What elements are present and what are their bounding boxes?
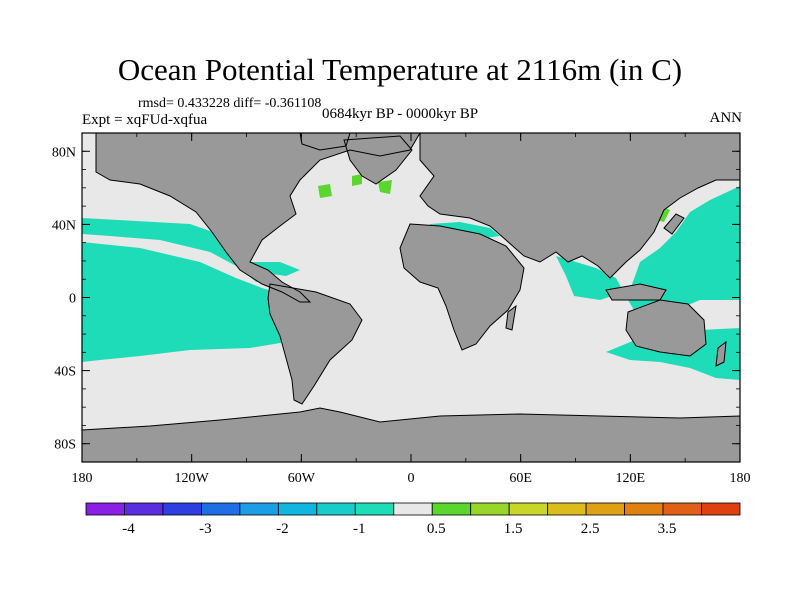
colorbar-swatch	[547, 502, 587, 516]
colorbar-swatch	[316, 502, 356, 516]
maritime-asia-coastline	[605, 283, 667, 301]
stats-line: rmsd= 0.433228 diff= -0.361108	[138, 96, 322, 111]
colorbar-label: -3	[199, 521, 212, 537]
experiment-label: Expt = xqFUd-xqfua	[82, 112, 208, 128]
antarctica	[82, 408, 740, 462]
x-axis: 180 120W 60W 0 60E 120E 180	[72, 133, 751, 486]
y-axis: 80N 40N 0 40S 80S	[52, 132, 740, 463]
colorbar-swatch	[162, 502, 202, 516]
australia	[626, 300, 706, 356]
colorbar: -4 -3 -2 -1 0.5 1.5 2.5 3.5	[85, 502, 741, 537]
x-tick-label: 120W	[175, 471, 210, 486]
colorbar-swatch	[701, 502, 741, 516]
chart-title: Ocean Potential Temperature at 2116m (in…	[117, 52, 683, 87]
colorbar-label: -1	[353, 521, 366, 537]
new-zealand-coastline	[715, 340, 727, 367]
colorbar-swatch	[85, 502, 125, 516]
japan	[664, 214, 684, 234]
madagascar-coastline	[505, 304, 517, 331]
north-america	[96, 133, 420, 302]
eurasia	[420, 133, 740, 278]
eurasia-coastline	[419, 133, 740, 279]
x-tick-label: 0	[408, 471, 415, 486]
y-tick-label: 40N	[52, 218, 76, 233]
nordic-green	[378, 180, 392, 194]
south-america	[268, 284, 362, 404]
x-tick-label: 180	[730, 471, 751, 486]
x-tick-label: 180	[72, 471, 93, 486]
north-america-coastline	[95, 133, 421, 303]
caribbean-cyan	[246, 262, 300, 276]
labrador-sea-green	[318, 184, 332, 198]
colorbar-label: -4	[122, 521, 135, 537]
africa-coastline	[399, 223, 525, 351]
y-tick-label: 80N	[52, 145, 76, 160]
colorbar-swatch	[470, 502, 510, 516]
colorbar-swatch	[124, 502, 164, 516]
australia-coastline	[625, 299, 707, 357]
south-america-coastline	[267, 283, 363, 405]
maritime-asia	[606, 284, 666, 300]
colorbar-label: 2.5	[581, 521, 600, 537]
colorbar-swatch	[393, 502, 433, 516]
colorbar-swatch	[201, 502, 241, 516]
y-tick-label: 40S	[54, 365, 76, 380]
greenland	[344, 136, 412, 184]
season-label: ANN	[709, 110, 743, 126]
colorbar-swatch	[354, 502, 395, 516]
colorbar-swatch	[508, 502, 549, 516]
japan-coastline	[663, 213, 685, 235]
colorbar-swatch	[662, 502, 702, 516]
x-tick-label: 120E	[616, 471, 646, 486]
colorbar-label: -2	[276, 521, 289, 537]
colorbar-swatch	[624, 502, 664, 516]
x-tick-label: 60E	[509, 471, 532, 486]
irminger-green	[352, 174, 362, 186]
arctic-islands	[300, 133, 350, 150]
y-tick-label: 0	[69, 292, 76, 307]
antarctica-coastline	[82, 407, 740, 462]
colorbar-swatch	[239, 502, 279, 516]
colorbar-label: 3.5	[658, 521, 677, 537]
africa	[400, 224, 524, 350]
colorbar-swatch	[585, 502, 625, 516]
colorbar-swatch	[431, 502, 472, 516]
period-label: 0684kyr BP - 0000kyr BP	[322, 106, 479, 122]
arctic-islands-coastline	[299, 133, 351, 151]
south-pacific-cyan	[82, 300, 298, 362]
colorbar-label: 0.5	[427, 521, 446, 537]
land-masses	[82, 133, 740, 462]
colorbar-swatch	[277, 502, 318, 516]
coastlines	[82, 133, 740, 462]
greenland-coastline	[343, 135, 413, 185]
colorbar-label: 1.5	[504, 521, 523, 537]
x-tick-label: 60W	[288, 471, 316, 486]
y-tick-label: 80S	[54, 438, 76, 453]
